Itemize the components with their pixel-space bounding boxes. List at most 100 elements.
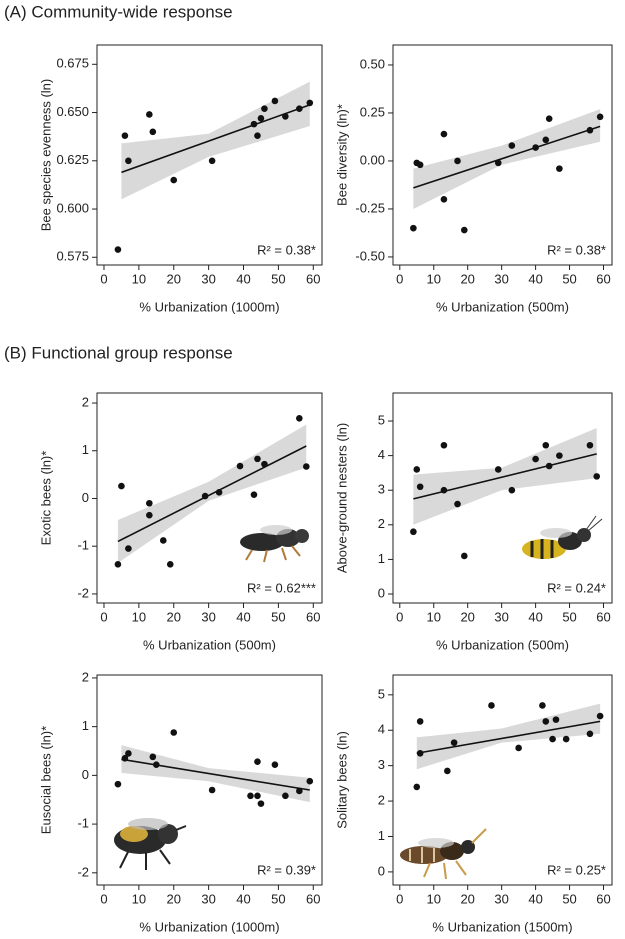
point <box>271 761 279 768</box>
y-tick-label: 2 <box>378 516 385 531</box>
point <box>114 780 122 788</box>
y-tick-label: 0 <box>378 585 385 600</box>
plot-frame <box>392 392 613 604</box>
point <box>149 753 157 761</box>
point <box>306 777 314 785</box>
x-tick-label: 60 <box>596 891 610 906</box>
point <box>257 800 265 807</box>
y-tick-label: -2 <box>77 864 89 879</box>
point <box>416 483 424 491</box>
y-axis-label: Exotic bees (ln)* <box>38 451 53 546</box>
y-axis-label: Bee diversity (ln)* <box>334 104 349 206</box>
x-tick-label: 50 <box>562 891 576 906</box>
point <box>153 761 160 768</box>
x-tick-label: 20 <box>460 271 474 286</box>
point <box>410 528 417 536</box>
point <box>146 499 153 507</box>
confidence-band <box>413 109 601 209</box>
point <box>586 126 594 134</box>
y-tick-label: -2 <box>77 585 89 600</box>
y-tick-label: 0.25 <box>360 104 385 119</box>
point <box>271 97 279 105</box>
x-tick-label: 0 <box>100 609 107 624</box>
y-tick-label: 0.600 <box>56 200 89 215</box>
x-tick-label: 10 <box>132 271 146 286</box>
x-tick-label: 50 <box>562 271 576 286</box>
x-axis-label: % Urbanization (1000m) <box>139 919 279 934</box>
x-tick-label: 50 <box>562 609 576 624</box>
point <box>596 113 604 121</box>
y-tick-label: 0.625 <box>56 152 89 167</box>
x-tick-label: 10 <box>132 891 146 906</box>
point <box>282 113 289 120</box>
point <box>508 142 516 149</box>
annotation: R² = 0.62*** <box>247 580 316 595</box>
y-tick-label: 4 <box>378 447 385 462</box>
x-tick-label: 30 <box>201 891 215 906</box>
point <box>549 735 556 743</box>
fit-line <box>413 125 601 189</box>
x-tick-label: 20 <box>460 891 474 906</box>
point <box>416 749 424 757</box>
bee-image <box>522 515 603 559</box>
x-tick-label: 30 <box>494 271 508 286</box>
y-tick-label: 1 <box>378 828 385 843</box>
x-tick-label: 50 <box>271 891 285 906</box>
point <box>545 115 553 123</box>
fit-line <box>117 445 307 543</box>
point <box>149 128 157 136</box>
y-tick-label: 0.575 <box>56 249 89 264</box>
y-tick-label: 0 <box>378 863 385 878</box>
confidence-band <box>121 81 310 200</box>
x-tick-label: 10 <box>427 891 441 906</box>
x-tick-label: 60 <box>596 271 610 286</box>
point <box>586 730 594 738</box>
x-tick-label: 50 <box>271 609 285 624</box>
y-axis-label: Bee species evenness (ln) <box>38 79 53 231</box>
x-tick-label: 0 <box>396 271 403 286</box>
point <box>125 545 132 552</box>
y-axis-label: Solitary bees (ln) <box>334 731 349 829</box>
point <box>247 792 254 800</box>
point <box>254 758 261 766</box>
plot-frame <box>392 674 613 886</box>
point <box>201 492 209 500</box>
point <box>166 561 174 568</box>
x-tick-label: 20 <box>167 609 181 624</box>
point <box>556 165 563 172</box>
y-tick-label: 3 <box>378 482 385 497</box>
plot-frame <box>96 674 323 886</box>
x-tick-label: 20 <box>167 271 181 286</box>
y-tick-label: 0 <box>82 767 89 782</box>
bee-image <box>400 828 487 880</box>
point <box>118 482 125 490</box>
x-tick-label: 40 <box>236 609 250 624</box>
point <box>413 466 421 473</box>
y-tick-label: 0.50 <box>360 56 385 71</box>
section-title: (B) Functional group response <box>4 343 233 362</box>
confidence-band <box>416 703 601 770</box>
point <box>542 136 550 144</box>
x-tick-label: 10 <box>427 609 441 624</box>
point <box>159 537 167 544</box>
y-axis-label: Above-ground nesters (ln) <box>334 423 349 573</box>
point <box>450 739 458 746</box>
point <box>454 500 461 508</box>
point <box>494 159 502 167</box>
point <box>593 473 601 480</box>
x-tick-label: 30 <box>494 609 508 624</box>
y-tick-label: 4 <box>378 722 385 737</box>
x-tick-label: 10 <box>427 271 441 286</box>
y-tick-label: 5 <box>378 686 385 701</box>
point <box>461 552 468 560</box>
point <box>250 491 258 498</box>
x-axis-label: % Urbanization (500m) <box>143 637 276 652</box>
x-tick-label: 20 <box>167 891 181 906</box>
point <box>296 414 303 422</box>
point <box>542 441 550 449</box>
x-axis-label: % Urbanization (1000m) <box>139 299 279 314</box>
fit-line <box>416 720 601 755</box>
x-tick-label: 30 <box>201 609 215 624</box>
x-tick-label: 40 <box>236 271 250 286</box>
point <box>125 157 132 165</box>
